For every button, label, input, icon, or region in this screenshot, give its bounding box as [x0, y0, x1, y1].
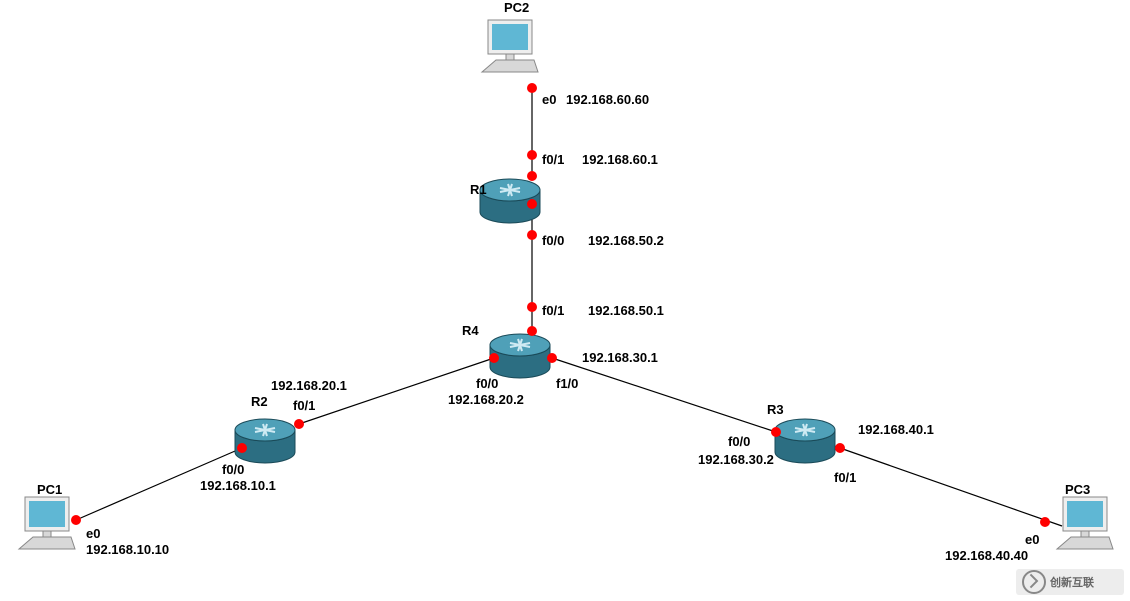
router-icon — [775, 419, 835, 463]
port-name-label: f0/0 — [222, 462, 244, 477]
port-dot — [527, 171, 537, 181]
port-ip-label: 192.168.10.1 — [200, 478, 276, 493]
port-ip-label: 192.168.30.1 — [582, 350, 658, 365]
port-dot — [294, 419, 304, 429]
node-label: R3 — [767, 402, 784, 417]
port-dot — [71, 515, 81, 525]
port-dot — [1040, 517, 1050, 527]
port-ip-label: 192.168.20.2 — [448, 392, 524, 407]
watermark-text: 创新互联 — [1050, 574, 1094, 590]
port-ip-label: 192.168.60.60 — [566, 92, 649, 107]
watermark-logo-icon — [1022, 570, 1046, 594]
port-ip-label: 192.168.60.1 — [582, 152, 658, 167]
node-label: PC2 — [504, 0, 529, 15]
node-label: R1 — [470, 182, 487, 197]
port-dot — [835, 443, 845, 453]
port-name-label: e0 — [86, 526, 100, 541]
link — [552, 358, 776, 432]
port-dot — [547, 353, 557, 363]
node-label: PC3 — [1065, 482, 1090, 497]
port-dot — [527, 199, 537, 209]
port-name-label: e0 — [1025, 532, 1039, 547]
node-label: R2 — [251, 394, 268, 409]
port-dot — [527, 83, 537, 93]
port-dot — [771, 427, 781, 437]
port-ip-label: 192.168.10.10 — [86, 542, 169, 557]
port-ip-label: 192.168.50.1 — [588, 303, 664, 318]
port-dot — [527, 230, 537, 240]
port-ip-label: 192.168.40.1 — [858, 422, 934, 437]
port-name-label: f0/0 — [542, 233, 564, 248]
port-name-label: e0 — [542, 92, 556, 107]
pc-icon — [19, 497, 75, 549]
pc-icon — [482, 20, 538, 72]
port-name-label: f0/1 — [293, 398, 315, 413]
port-ip-label: 192.168.20.1 — [271, 378, 347, 393]
network-topology-canvas — [0, 0, 1130, 601]
links-layer — [76, 88, 1062, 526]
router-icon — [235, 419, 295, 463]
port-name-label: f1/0 — [556, 376, 578, 391]
port-dot — [527, 302, 537, 312]
port-name-label: f0/0 — [728, 434, 750, 449]
port-name-label: f0/1 — [542, 303, 564, 318]
port-name-label: f0/1 — [834, 470, 856, 485]
port-name-label: f0/1 — [542, 152, 564, 167]
node-label: PC1 — [37, 482, 62, 497]
port-dot — [489, 353, 499, 363]
port-dot — [527, 326, 537, 336]
port-ip-label: 192.168.40.40 — [945, 548, 1028, 563]
port-ip-label: 192.168.50.2 — [588, 233, 664, 248]
port-name-label: f0/0 — [476, 376, 498, 391]
router-icon — [490, 334, 550, 378]
link — [840, 448, 1062, 526]
watermark-badge: 创新互联 — [1016, 569, 1124, 595]
port-dot — [237, 443, 247, 453]
pc-icon — [1057, 497, 1113, 549]
port-dot — [527, 150, 537, 160]
port-ip-label: 192.168.30.2 — [698, 452, 774, 467]
node-label: R4 — [462, 323, 479, 338]
